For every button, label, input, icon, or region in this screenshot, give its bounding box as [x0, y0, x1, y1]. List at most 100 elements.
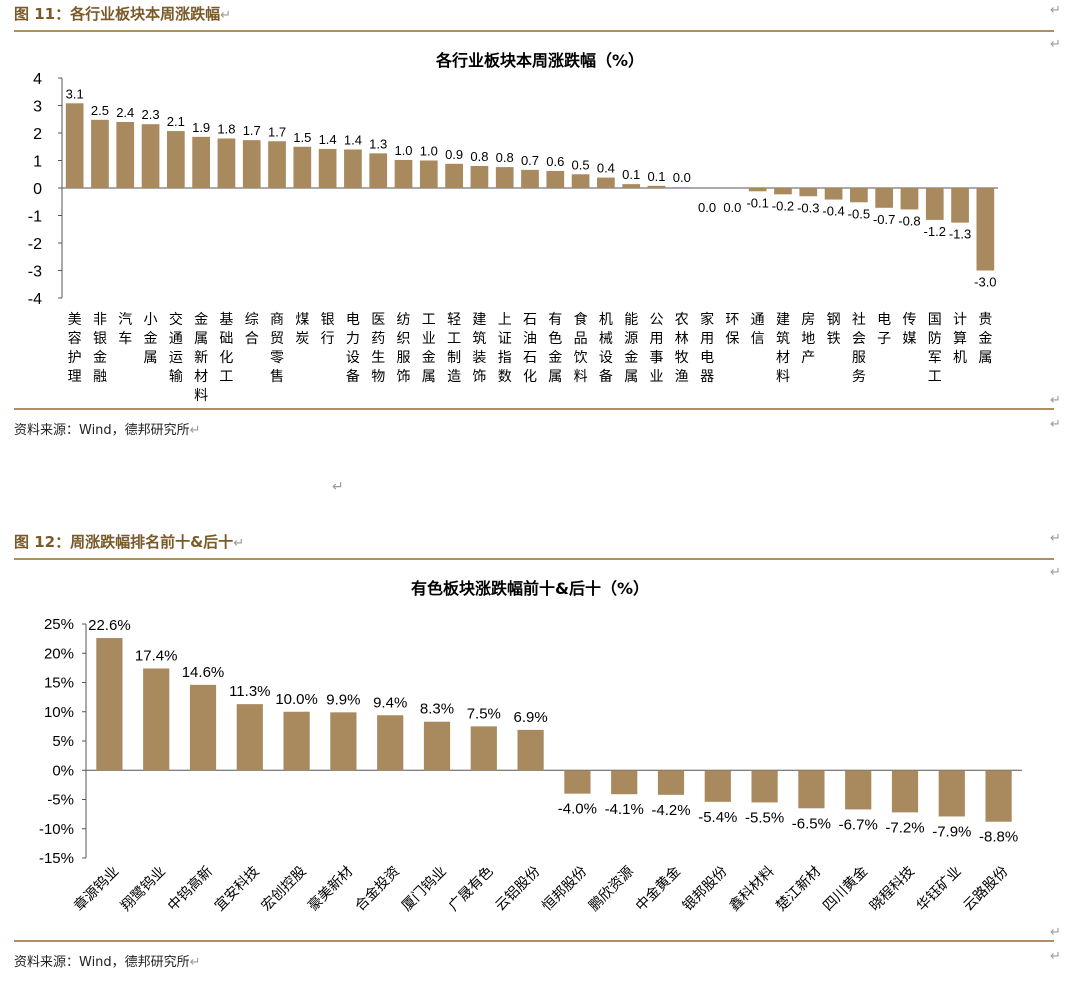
bar: [91, 119, 109, 188]
category-label: 豪美新材: [305, 863, 356, 914]
data-label: 0.9: [445, 147, 463, 162]
category-label: 房地产: [801, 311, 815, 365]
category-label: 传媒: [902, 311, 916, 346]
category-label: 中钨高新: [164, 863, 215, 914]
bar: [166, 131, 185, 188]
data-label: 1.5: [293, 130, 311, 145]
bar: [611, 770, 638, 795]
bar: [571, 174, 590, 188]
data-label: 11.3%: [229, 683, 270, 700]
bar: [951, 188, 969, 223]
return-mark-icon: ↵: [189, 423, 201, 438]
category-label: 工业金属: [422, 311, 436, 384]
figure-12-source-text: 资料来源：Wind，德邦研究所: [14, 955, 190, 970]
data-label: 0.8: [496, 150, 514, 165]
bar: [318, 148, 337, 188]
y-tick-label: -15%: [39, 850, 74, 867]
bar: [647, 185, 666, 188]
data-label: 14.6%: [182, 664, 225, 681]
bar: [622, 184, 641, 188]
category-label: 建筑装饰: [472, 311, 486, 384]
return-mark-icon: ↵: [1050, 948, 1061, 963]
category-label: 国防军工: [928, 311, 942, 384]
bar: [344, 149, 362, 188]
data-label: 2.5: [91, 103, 109, 118]
category-label: 基础化工: [219, 311, 233, 384]
return-mark-icon: ↵: [1050, 2, 1061, 17]
bar: [938, 770, 965, 817]
data-label: -7.9%: [932, 823, 971, 840]
category-label: 上证指数: [498, 311, 512, 384]
bar: [704, 770, 731, 802]
data-label: 1.3: [369, 136, 387, 151]
figure-11-source-text: 资料来源：Wind，德邦研究所: [14, 423, 190, 438]
return-mark-icon: ↵: [189, 955, 201, 970]
category-label: 合金投资: [351, 863, 402, 914]
category-label: 电子: [877, 311, 891, 346]
category-label: 计算机: [953, 311, 967, 365]
y-tick-label: -4: [28, 291, 42, 308]
bar: [283, 711, 310, 771]
category-label: 能源金属: [624, 311, 638, 384]
bar: [470, 166, 489, 188]
return-mark-icon: ↵: [1050, 530, 1061, 545]
bar: [564, 770, 591, 794]
bar: [976, 188, 995, 271]
data-label: 9.9%: [326, 691, 360, 708]
data-label: -0.1: [746, 195, 768, 210]
category-label: 综合: [245, 311, 259, 346]
category-label: 鹏欣资源: [585, 863, 636, 914]
bar: [377, 715, 404, 771]
data-label: 0.8: [470, 149, 488, 164]
return-mark-icon: ↵: [220, 8, 232, 23]
bar: [751, 770, 778, 803]
data-label: -3.0: [974, 275, 996, 290]
section-rule: [14, 408, 1054, 410]
bar: [875, 188, 894, 208]
data-label: 0.0: [673, 170, 691, 185]
figure-11-label-text: 图 11：各行业板块本周涨跌幅: [14, 5, 221, 23]
y-tick-label: 0%: [52, 762, 74, 779]
bar: [470, 726, 497, 771]
data-label: 0.4: [597, 161, 615, 176]
data-label: -4.1%: [605, 801, 644, 818]
bar: [217, 138, 236, 188]
bar: [445, 163, 463, 188]
data-label: 2.3: [142, 107, 160, 122]
bar: [242, 140, 261, 188]
section-rule: [14, 940, 1054, 942]
category-label: 食品饮料: [574, 311, 588, 384]
bar: [900, 188, 919, 210]
data-label: 1.4: [344, 133, 362, 148]
data-label: 9.4%: [373, 694, 407, 711]
category-label: 云路股份: [960, 863, 1011, 914]
category-label: 电力设备: [346, 311, 360, 384]
category-label: 鑫科材料: [726, 863, 777, 914]
category-label: 银邦股份: [679, 863, 730, 914]
return-mark-icon: ↵: [332, 478, 344, 494]
category-label: 环保: [725, 311, 739, 346]
y-tick-label: 3: [33, 99, 42, 116]
category-label: 建筑材料: [776, 311, 790, 384]
data-label: -5.5%: [745, 809, 784, 826]
category-label: 通信: [751, 311, 765, 346]
bar: [824, 188, 843, 200]
category-label: 四川黄金: [819, 863, 870, 914]
y-tick-label: 10%: [44, 704, 74, 721]
bar: [597, 177, 615, 188]
y-tick-label: 5%: [52, 733, 74, 750]
y-tick-label: 1: [33, 154, 42, 171]
category-label: 翔鹭钨业: [117, 863, 168, 914]
data-label: 7.5%: [467, 705, 501, 722]
data-label: -4.2%: [651, 802, 690, 819]
figure-12-source: 资料来源：Wind，德邦研究所↵: [14, 951, 201, 970]
bar: [798, 770, 825, 809]
bar: [799, 188, 818, 197]
data-label: 0.6: [546, 154, 564, 169]
data-label: 8.3%: [420, 701, 454, 718]
bar: [850, 188, 868, 203]
figure-11-source: 资料来源：Wind，德邦研究所↵: [14, 419, 201, 438]
category-label: 美容护理: [68, 311, 82, 384]
category-label: 交通运输: [169, 311, 183, 384]
data-label: 1.0: [420, 144, 438, 159]
